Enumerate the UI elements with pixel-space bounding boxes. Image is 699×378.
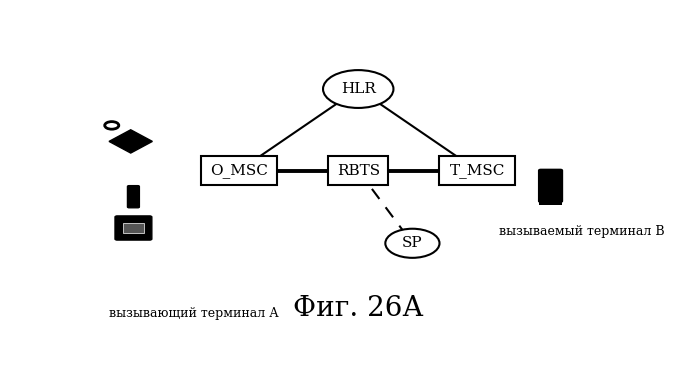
FancyBboxPatch shape bbox=[440, 156, 515, 185]
Text: SP: SP bbox=[402, 236, 423, 250]
Text: RBTS: RBTS bbox=[337, 164, 380, 178]
Text: O_MSC: O_MSC bbox=[210, 163, 268, 178]
FancyBboxPatch shape bbox=[115, 216, 152, 240]
FancyBboxPatch shape bbox=[539, 200, 563, 206]
Ellipse shape bbox=[385, 229, 440, 258]
Ellipse shape bbox=[323, 70, 394, 108]
FancyBboxPatch shape bbox=[539, 169, 563, 202]
Text: вызывающий терминал А: вызывающий терминал А bbox=[109, 307, 279, 320]
Text: вызываемый терминал В: вызываемый терминал В bbox=[499, 225, 665, 238]
FancyBboxPatch shape bbox=[201, 156, 277, 185]
Text: HLR: HLR bbox=[341, 82, 375, 96]
Text: Фиг. 26А: Фиг. 26А bbox=[293, 295, 424, 322]
Text: T_MSC: T_MSC bbox=[449, 163, 505, 178]
FancyBboxPatch shape bbox=[329, 156, 388, 185]
Polygon shape bbox=[109, 130, 152, 153]
FancyBboxPatch shape bbox=[127, 186, 139, 208]
FancyBboxPatch shape bbox=[122, 223, 144, 233]
